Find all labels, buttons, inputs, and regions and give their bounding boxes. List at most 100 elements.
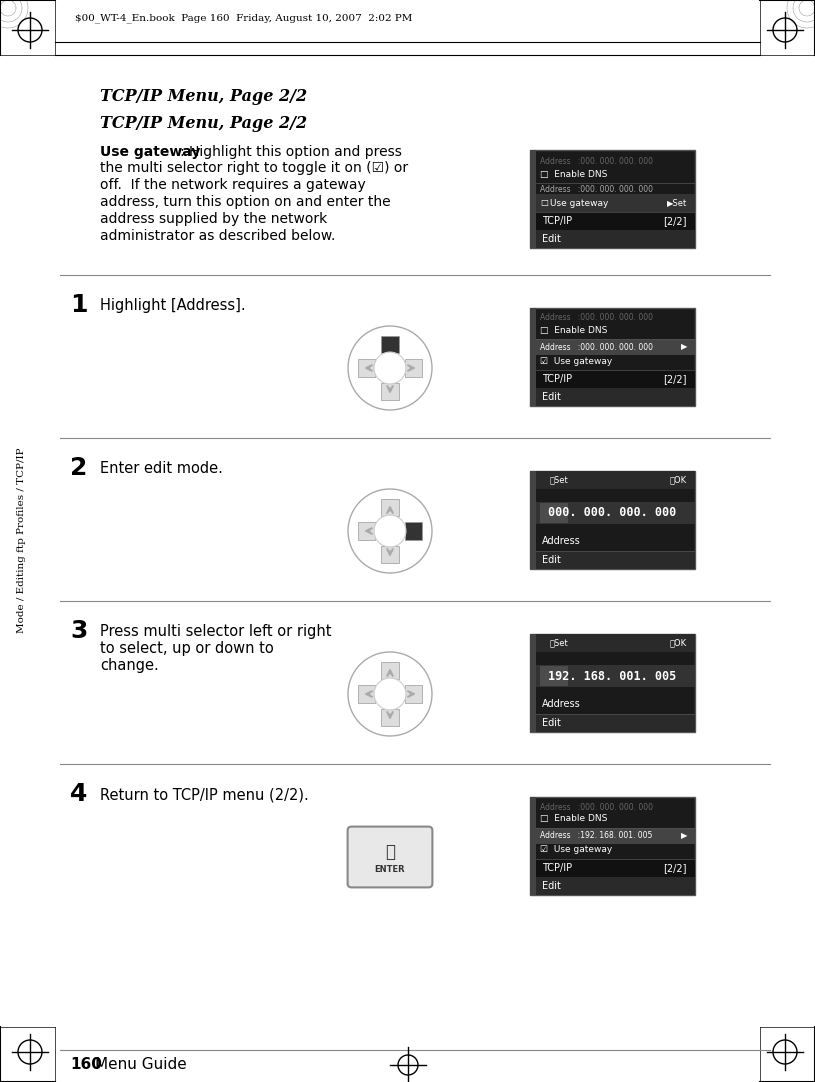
FancyBboxPatch shape — [536, 388, 695, 406]
FancyBboxPatch shape — [381, 337, 399, 354]
Text: □  Enable DNS: □ Enable DNS — [540, 170, 607, 179]
Text: ⓄOK: ⓄOK — [670, 638, 687, 647]
FancyBboxPatch shape — [536, 194, 695, 212]
Circle shape — [374, 515, 406, 547]
FancyBboxPatch shape — [530, 150, 695, 248]
Text: ▶Set: ▶Set — [667, 198, 687, 208]
FancyBboxPatch shape — [530, 634, 695, 733]
Text: TCP/IP Menu, Page 2/2: TCP/IP Menu, Page 2/2 — [100, 115, 307, 132]
Text: : Highlight this option and press: : Highlight this option and press — [180, 145, 402, 159]
Text: 🔑: 🔑 — [385, 843, 395, 861]
FancyBboxPatch shape — [530, 797, 536, 895]
FancyBboxPatch shape — [404, 523, 421, 540]
Text: Mode / Editing ftp Profiles / TCP/IP: Mode / Editing ftp Profiles / TCP/IP — [17, 447, 27, 633]
Text: TCP/IP: TCP/IP — [542, 863, 572, 873]
Text: ▶: ▶ — [681, 343, 687, 352]
Text: 160: 160 — [70, 1057, 102, 1072]
Text: ⓄOK: ⓄOK — [670, 475, 687, 485]
Text: 4: 4 — [70, 782, 87, 806]
Circle shape — [348, 652, 432, 736]
FancyBboxPatch shape — [536, 370, 695, 388]
FancyBboxPatch shape — [536, 859, 695, 878]
FancyBboxPatch shape — [536, 634, 695, 652]
FancyBboxPatch shape — [530, 471, 695, 569]
Circle shape — [374, 678, 406, 710]
Text: TCP/IP: TCP/IP — [542, 216, 572, 226]
Text: Address   :000. 000. 000. 000: Address :000. 000. 000. 000 — [540, 158, 653, 167]
FancyBboxPatch shape — [381, 500, 399, 516]
Text: Use gateway: Use gateway — [100, 145, 200, 159]
Text: ⓈSet: ⓈSet — [550, 638, 569, 647]
Text: Address   :000. 000. 000. 000: Address :000. 000. 000. 000 — [540, 185, 653, 195]
FancyBboxPatch shape — [536, 714, 695, 733]
FancyBboxPatch shape — [536, 502, 695, 524]
Text: ENTER: ENTER — [375, 865, 405, 873]
Text: TCP/IP: TCP/IP — [542, 374, 572, 384]
FancyBboxPatch shape — [536, 339, 695, 355]
FancyBboxPatch shape — [359, 359, 376, 377]
Text: Address   :000. 000. 000. 000: Address :000. 000. 000. 000 — [540, 803, 653, 812]
FancyBboxPatch shape — [381, 709, 399, 726]
Text: address supplied by the network: address supplied by the network — [100, 212, 328, 226]
Text: Edit: Edit — [542, 234, 561, 245]
Text: Press multi selector left or right: Press multi selector left or right — [100, 624, 332, 639]
FancyBboxPatch shape — [359, 686, 376, 702]
Text: to select, up or down to: to select, up or down to — [100, 641, 274, 656]
FancyBboxPatch shape — [536, 878, 695, 895]
FancyBboxPatch shape — [348, 827, 433, 887]
FancyBboxPatch shape — [381, 545, 399, 563]
FancyBboxPatch shape — [536, 212, 695, 230]
Text: Address   :000. 000. 000. 000: Address :000. 000. 000. 000 — [540, 314, 653, 322]
Text: □  Enable DNS: □ Enable DNS — [540, 326, 607, 334]
Text: [2/2]: [2/2] — [663, 374, 687, 384]
Text: address, turn this option on and enter the: address, turn this option on and enter t… — [100, 195, 390, 209]
Circle shape — [374, 352, 406, 384]
Text: 3: 3 — [70, 619, 87, 643]
Text: Enter edit mode.: Enter edit mode. — [100, 461, 222, 476]
Text: □  Enable DNS: □ Enable DNS — [540, 815, 607, 823]
Text: Edit: Edit — [542, 881, 561, 890]
Circle shape — [348, 326, 432, 410]
Text: [2/2]: [2/2] — [663, 216, 687, 226]
Text: Menu Guide: Menu Guide — [95, 1057, 187, 1072]
FancyBboxPatch shape — [404, 686, 421, 702]
Text: Edit: Edit — [542, 718, 561, 728]
Text: TCP/IP Menu, Page 2/2: TCP/IP Menu, Page 2/2 — [100, 88, 307, 105]
FancyBboxPatch shape — [530, 797, 695, 895]
Text: Address   :000. 000. 000. 000: Address :000. 000. 000. 000 — [540, 343, 653, 352]
FancyBboxPatch shape — [536, 828, 695, 844]
Text: □: □ — [540, 198, 548, 208]
Text: Edit: Edit — [542, 555, 561, 565]
Text: 2: 2 — [70, 456, 87, 480]
FancyBboxPatch shape — [536, 230, 695, 248]
Text: Address: Address — [542, 699, 581, 709]
FancyBboxPatch shape — [404, 359, 421, 377]
Text: administrator as described below.: administrator as described below. — [100, 229, 336, 243]
Text: Edit: Edit — [542, 392, 561, 403]
Text: 192. 168. 001. 005: 192. 168. 001. 005 — [548, 670, 676, 683]
Text: ⓈSet: ⓈSet — [550, 475, 569, 485]
Text: Highlight [Address].: Highlight [Address]. — [100, 298, 245, 313]
Text: Use gateway: Use gateway — [550, 198, 608, 208]
Circle shape — [348, 489, 432, 573]
FancyBboxPatch shape — [530, 634, 536, 733]
Text: ☑  Use gateway: ☑ Use gateway — [540, 356, 612, 366]
Text: change.: change. — [100, 658, 159, 673]
FancyBboxPatch shape — [536, 665, 695, 687]
Text: $00_WT-4_En.book  Page 160  Friday, August 10, 2007  2:02 PM: $00_WT-4_En.book Page 160 Friday, August… — [75, 13, 412, 23]
Text: the multi selector right to toggle it on (☑) or: the multi selector right to toggle it on… — [100, 161, 408, 175]
Text: Address   :192. 168. 001. 005: Address :192. 168. 001. 005 — [540, 831, 652, 841]
FancyBboxPatch shape — [530, 308, 695, 406]
FancyBboxPatch shape — [530, 308, 536, 406]
Text: Return to TCP/IP menu (2/2).: Return to TCP/IP menu (2/2). — [100, 787, 309, 802]
Text: ☑  Use gateway: ☑ Use gateway — [540, 845, 612, 855]
FancyBboxPatch shape — [536, 471, 695, 489]
FancyBboxPatch shape — [540, 503, 568, 523]
FancyBboxPatch shape — [530, 150, 536, 248]
FancyBboxPatch shape — [381, 662, 399, 679]
Text: 000. 000. 000. 000: 000. 000. 000. 000 — [548, 506, 676, 519]
Text: 1: 1 — [70, 293, 87, 317]
FancyBboxPatch shape — [536, 551, 695, 569]
FancyBboxPatch shape — [540, 667, 568, 686]
FancyBboxPatch shape — [381, 383, 399, 399]
